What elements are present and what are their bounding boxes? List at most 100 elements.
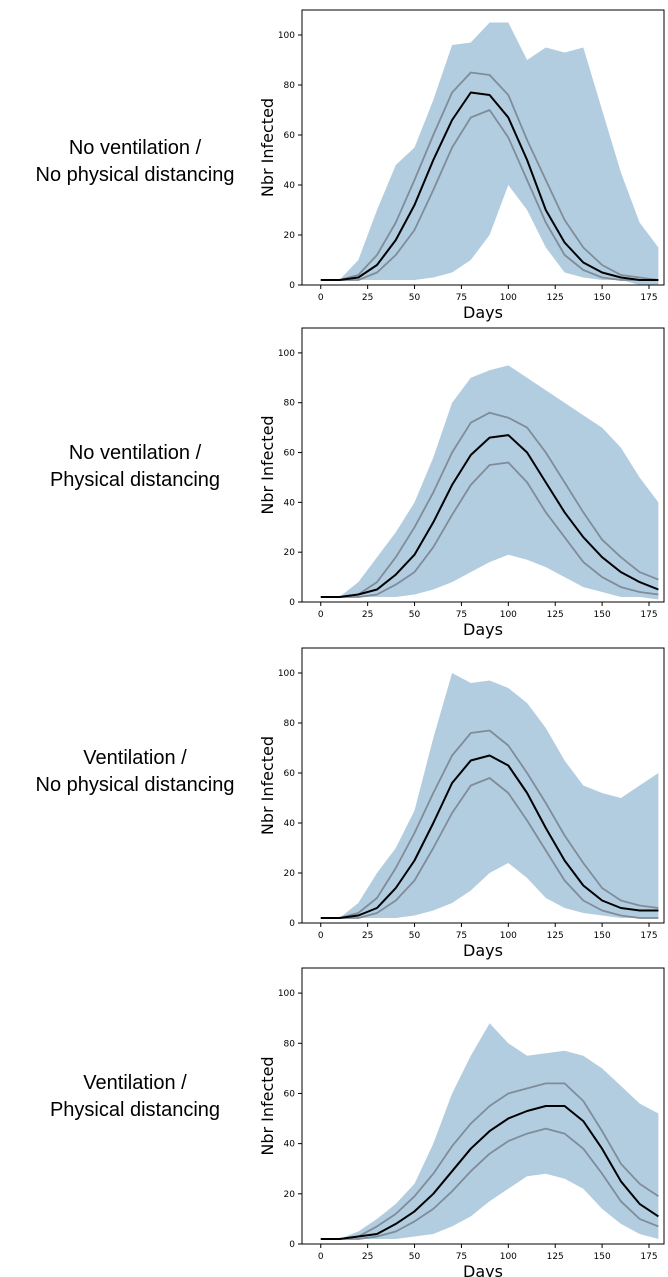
- chart-2-x-tick-label: 150: [594, 610, 611, 620]
- chart-4-x-tick-label: 0: [318, 1252, 324, 1262]
- chart-2-lower-quartile-line: [320, 461, 659, 598]
- chart-4-y-tick-label: 20: [284, 1190, 296, 1200]
- row-label-1-line-2: No physical distancing: [35, 164, 235, 186]
- chart-3-x-tick-label: 175: [640, 931, 657, 941]
- chart-1-x-tick-label: 100: [500, 293, 517, 303]
- chart-4-lower-quartile-line: [320, 1127, 659, 1240]
- chart-2-upper-quartile-line: [320, 411, 659, 598]
- chart-2-x-tick-label: 100: [500, 610, 517, 620]
- chart-1-upper-quartile-line: [320, 71, 659, 281]
- chart-4-x-axis-label: Days: [463, 1262, 503, 1277]
- chart-2-y-tick-label: 60: [284, 449, 296, 459]
- chart-1-x-tick-label: 125: [547, 293, 564, 303]
- chart-4-median-line: [320, 1105, 659, 1240]
- chart-1-x-tick-label: 175: [640, 293, 657, 303]
- chart-4-y-axis-label: Nbr Infected: [258, 1056, 277, 1155]
- chart-1-x-tick-label: 150: [594, 293, 611, 303]
- chart-1-x-tick-label: 0: [318, 293, 324, 303]
- chart-3-x-tick-label: 100: [500, 931, 517, 941]
- chart-4-x-tick-label: 100: [500, 1252, 517, 1262]
- row-label-3-line-2: No physical distancing: [35, 774, 235, 796]
- row-label-2-line-1: No ventilation /: [68, 442, 202, 464]
- chart-2-y-tick-label: 0: [289, 598, 295, 608]
- chart-2-y-tick-label: 40: [284, 498, 296, 508]
- chart-3-median-line: [320, 754, 659, 919]
- chart-1-range-band: [320, 22, 659, 285]
- chart-2-x-axis-label: Days: [463, 620, 503, 639]
- chart-4-x-tick-label: 150: [594, 1252, 611, 1262]
- chart-4-x-tick-label: 75: [456, 1252, 467, 1262]
- chart-4-y-tick-label: 80: [284, 1039, 296, 1049]
- chart-3-x-tick-label: 0: [318, 931, 324, 941]
- chart-1-y-tick-label: 100: [278, 31, 295, 41]
- chart-2-x-tick-label: 0: [318, 610, 324, 620]
- chart-1-x-tick-label: 25: [362, 293, 373, 303]
- chart-1-lower-quartile-line: [320, 109, 659, 281]
- chart-2-x-tick-label: 75: [456, 610, 467, 620]
- chart-4-x-tick-label: 125: [547, 1252, 564, 1262]
- chart-1-y-tick-label: 40: [284, 181, 296, 191]
- chart-1-frame: [301, 9, 665, 286]
- chart-2-y-tick-label: 100: [278, 349, 295, 359]
- row-label-4-line-2: Physical distancing: [49, 1099, 221, 1121]
- chart-3-lower-quartile-line: [320, 777, 659, 919]
- row-label-2: No ventilation / Physical distancing: [0, 440, 270, 494]
- chart-4-x-tick-label: 175: [640, 1252, 657, 1262]
- chart-2-y-tick-label: 20: [284, 548, 296, 558]
- chart-2-y-tick-label: 80: [284, 399, 296, 409]
- chart-2-range-band: [320, 365, 659, 600]
- chart-3-frame: [301, 647, 665, 924]
- chart-1-x-tick-label: 50: [409, 293, 421, 303]
- chart-3-x-tick-label: 25: [362, 931, 373, 941]
- chart-4-x-tick-label: 25: [362, 1252, 373, 1262]
- chart-2-x-tick-label: 50: [409, 610, 421, 620]
- chart-1-y-tick-label: 60: [284, 131, 296, 141]
- chart-2-frame: [301, 327, 665, 603]
- chart-1-median-line: [320, 91, 659, 281]
- chart-3-y-tick-label: 80: [284, 719, 296, 729]
- row-label-3-line-1: Ventilation /: [83, 747, 187, 769]
- chart-1-x-tick-label: 75: [456, 293, 467, 303]
- row-label-4: Ventilation / Physical distancing: [0, 1070, 270, 1124]
- chart-4-y-tick-label: 60: [284, 1089, 296, 1099]
- chart-2-y-axis-label: Nbr Infected: [258, 415, 277, 514]
- chart-4-x-tick-label: 50: [409, 1252, 421, 1262]
- chart-2-x-tick-label: 175: [640, 610, 657, 620]
- chart-4-frame: [301, 967, 665, 1245]
- chart-2-x-tick-label: 125: [547, 610, 564, 620]
- chart-3-x-axis-label: Days: [463, 941, 503, 960]
- row-label-4-line-1: Ventilation /: [83, 1072, 187, 1094]
- chart-4-upper-quartile-line: [320, 1082, 659, 1240]
- chart-3-y-tick-label: 20: [284, 869, 296, 879]
- chart-3-y-axis-label: Nbr Infected: [258, 736, 277, 835]
- chart-3-y-tick-label: 40: [284, 819, 296, 829]
- row-label-1: No ventilation / No physical distancing: [0, 135, 270, 189]
- chart-4-y-tick-label: 100: [278, 989, 295, 999]
- chart-2-median-line: [320, 434, 659, 598]
- chart-4-y-tick-label: 0: [289, 1240, 295, 1250]
- chart-1-y-tick-label: 80: [284, 81, 296, 91]
- chart-3-range-band: [320, 673, 659, 918]
- chart-2-x-tick-label: 25: [362, 610, 373, 620]
- chart-3-upper-quartile-line: [320, 729, 659, 919]
- chart-1-y-tick-label: 20: [284, 231, 296, 241]
- chart-3-y-tick-label: 0: [289, 919, 295, 929]
- row-label-2-line-2: Physical distancing: [49, 469, 221, 491]
- chart-3-x-tick-label: 150: [594, 931, 611, 941]
- chart-1-y-tick-label: 0: [289, 281, 295, 291]
- row-label-1-line-1: No ventilation /: [68, 137, 202, 159]
- chart-1-x-axis-label: Days: [463, 303, 503, 322]
- chart-1-y-axis-label: Nbr Infected: [258, 98, 277, 197]
- chart-3-x-tick-label: 125: [547, 931, 564, 941]
- chart-3-y-tick-label: 60: [284, 769, 296, 779]
- chart-3-y-tick-label: 100: [278, 669, 295, 679]
- chart-3-x-tick-label: 50: [409, 931, 421, 941]
- chart-3-x-tick-label: 75: [456, 931, 467, 941]
- row-label-3: Ventilation / No physical distancing: [0, 745, 270, 799]
- chart-4-y-tick-label: 40: [284, 1140, 296, 1150]
